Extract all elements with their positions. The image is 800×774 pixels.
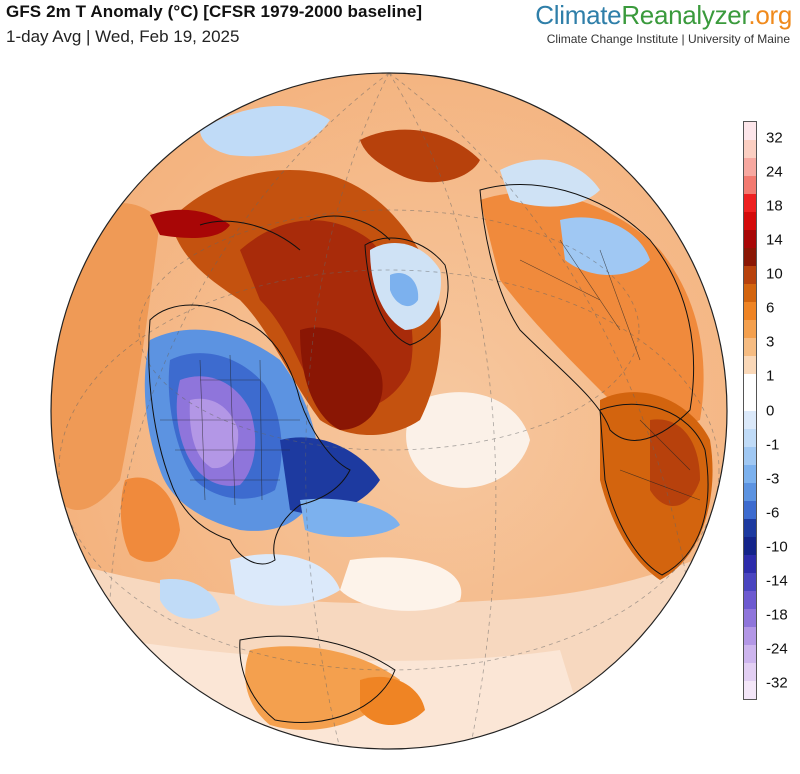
map-title: GFS 2m T Anomaly (°C) [CFSR 1979-2000 ba… — [6, 2, 423, 21]
colorbar-tick-label: -14 — [766, 572, 788, 590]
colorbar-tick-label: -6 — [766, 504, 780, 522]
colorbar-segment — [744, 356, 756, 375]
colorbar-segment — [744, 626, 756, 645]
colorbar-segment — [744, 680, 756, 699]
colorbar-segment — [744, 284, 756, 303]
colorbar-segment — [744, 644, 756, 663]
colorbar-tick-label: 1 — [766, 367, 775, 385]
colorbar-ticks: 32 24 18 14 10 6 3 1 0 -1 -3 -6 -10 -14 -18 -24 -32 — [762, 121, 800, 700]
coastlines — [148, 184, 709, 724]
map-subtitle: 1-day Avg | Wed, Feb 19, 2025 — [6, 27, 240, 46]
colorbar-segment — [744, 428, 756, 447]
colorbar-segment — [744, 662, 756, 681]
colorbar-segment — [744, 230, 756, 249]
colorbar-segment — [744, 518, 756, 537]
colorbar-segment — [744, 536, 756, 555]
colorbar-segment — [744, 302, 756, 321]
brand-logo-part1: Climate — [535, 0, 622, 30]
colorbar-tick-label: 0 — [766, 402, 775, 419]
colorbar-segment — [744, 320, 756, 339]
colorbar-segment — [744, 122, 756, 141]
colorbar-tick-label: 32 — [766, 129, 783, 147]
colorbar — [743, 121, 757, 700]
colorbar-tick-label: 10 — [766, 265, 783, 283]
colorbar-segment — [744, 158, 756, 177]
colorbar-tick-label: -18 — [766, 606, 788, 624]
colorbar-segment — [744, 266, 756, 285]
colorbar-tick-label: 18 — [766, 197, 783, 215]
colorbar-segment — [744, 608, 756, 627]
colorbar-tick-label: 6 — [766, 299, 775, 317]
anomaly-field — [51, 73, 727, 749]
colorbar-segment — [744, 410, 756, 429]
colorbar-segment — [744, 248, 756, 267]
temperature-anomaly-globe — [50, 72, 728, 750]
colorbar-tick-label: 3 — [766, 333, 775, 351]
colorbar-segment — [744, 374, 756, 393]
colorbar-tick-label: -24 — [766, 640, 788, 658]
colorbar-segment — [744, 194, 756, 213]
colorbar-segment — [744, 212, 756, 231]
colorbar-tick-label: 24 — [766, 163, 783, 181]
brand-affiliation: Climate Change Institute | University of… — [546, 32, 790, 46]
colorbar-segment — [744, 572, 756, 591]
colorbar-segment — [744, 446, 756, 465]
colorbar-segment — [744, 392, 756, 411]
brand-logo-part3: .org — [748, 0, 792, 30]
globe-outline — [50, 72, 728, 750]
colorbar-segment — [744, 176, 756, 195]
brand-logo-part2: Reanalyzer — [621, 0, 749, 30]
colorbar-segment — [744, 590, 756, 609]
colorbar-segment — [744, 482, 756, 501]
colorbar-segment — [744, 338, 756, 357]
brand-logo[interactable]: ClimateReanalyzer.org — [535, 0, 792, 31]
colorbar-tick-label: 14 — [766, 231, 783, 249]
colorbar-segment — [744, 500, 756, 519]
colorbar-segment — [744, 554, 756, 573]
colorbar-segment — [744, 464, 756, 483]
colorbar-segment — [744, 140, 756, 159]
colorbar-tick-label: -3 — [766, 470, 780, 488]
colorbar-tick-label: -10 — [766, 538, 788, 556]
colorbar-tick-label: -1 — [766, 436, 780, 454]
colorbar-tick-label: -32 — [766, 674, 788, 692]
